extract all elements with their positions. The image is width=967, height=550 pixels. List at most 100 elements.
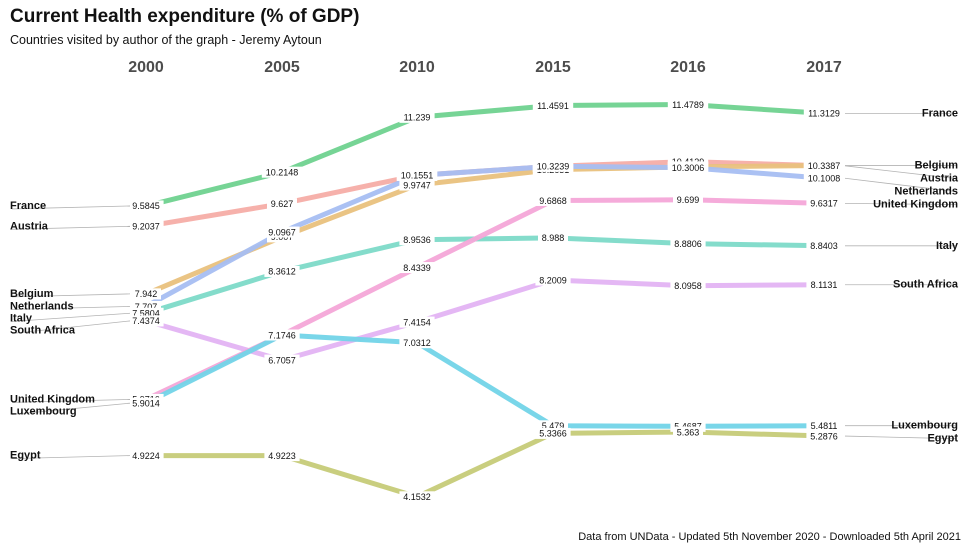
value-label-belgium-2010: 9.9747: [403, 180, 431, 190]
value-label-bg-egypt-2000: [128, 450, 164, 462]
value-label-france-2000: 9.5845: [132, 201, 160, 211]
value-label-bg-italy-2005: [264, 265, 300, 277]
value-label-egypt-2010: 4.1532: [403, 492, 431, 502]
country-label-left-egypt: Egypt: [10, 450, 41, 462]
value-label-egypt-2005: 4.9223: [268, 451, 296, 461]
country-label-right-netherlands: Netherlands: [894, 186, 958, 198]
value-label-bg-south-africa-2005: [264, 354, 300, 366]
country-label-left-netherlands: Netherlands: [10, 300, 74, 312]
value-label-bg-luxembourg-2015: [538, 420, 568, 432]
value-label-bg-italy-2015: [538, 232, 568, 244]
value-label-bg-egypt-2005: [264, 450, 300, 462]
leader-line-left-france: [11, 205, 131, 210]
value-label-egypt-2016: 5.363: [677, 427, 700, 437]
leader-line-left-south-africa: [11, 320, 131, 334]
country-label-left-austria: Austria: [10, 220, 49, 232]
value-label-bg-south-africa-2015: [535, 274, 571, 286]
value-label-bg-belgium-2017: [803, 160, 845, 172]
value-label-bg-france-2010: [399, 111, 435, 123]
value-label-france-2015: 11.4591: [537, 101, 569, 111]
country-label-right-egypt: Egypt: [927, 433, 958, 445]
chart-subtitle: Countries visited by author of the graph…: [10, 33, 322, 47]
value-label-netherlands-2017: 10.1008: [808, 174, 841, 184]
year-label-2017: 2017: [806, 59, 842, 76]
country-label-left-united-kingdom: United Kingdom: [10, 393, 95, 405]
value-label-egypt-2000: 4.9224: [132, 451, 160, 461]
value-label-egypt-2015: 5.3366: [539, 429, 567, 439]
value-label-bg-south-africa-2000: [128, 315, 164, 327]
value-label-bg-france-2016: [667, 98, 709, 110]
value-label-italy-2005: 8.3612: [268, 267, 296, 277]
value-label-bg-france-2005: [261, 166, 303, 178]
series-line-luxembourg: [144, 332, 825, 429]
value-label-luxembourg-2017: 5.4811: [811, 421, 838, 431]
year-label-2015: 2015: [535, 59, 571, 76]
value-label-austria-2005: 9.627: [271, 199, 294, 209]
value-label-bg-united-kingdom-2010: [399, 262, 435, 274]
value-label-south-africa-2015: 8.2009: [539, 275, 567, 285]
year-label-2016: 2016: [670, 59, 706, 76]
year-label-2005: 2005: [264, 59, 300, 76]
chart-caption: Data from UNData - Updated 5th November …: [578, 531, 961, 543]
series-line-netherlands: [144, 163, 825, 309]
country-label-left-france: France: [10, 200, 46, 212]
country-label-right-italy: Italy: [936, 240, 959, 252]
value-label-bg-netherlands-2010: [396, 169, 438, 181]
value-label-bg-egypt-2016: [673, 426, 703, 438]
value-label-netherlands-2015: 10.3239: [537, 162, 570, 172]
value-label-bg-luxembourg-2000: [128, 397, 164, 409]
series-line-south-africa: [145, 277, 825, 363]
leader-line-right-united-kingdom: [844, 203, 957, 205]
value-label-bg-south-africa-2017: [806, 279, 842, 291]
value-label-united-kingdom-2010: 8.4339: [403, 263, 431, 273]
value-label-bg-france-2000: [128, 200, 164, 212]
value-label-netherlands-2010: 10.1551: [401, 171, 434, 181]
value-label-bg-belgium-2000: [131, 288, 161, 300]
value-label-italy-2015: 8.988: [542, 233, 565, 243]
value-label-france-2017: 11.3129: [808, 109, 840, 119]
series-line-belgium: [145, 163, 825, 297]
value-label-bg-luxembourg-2017: [806, 420, 842, 432]
value-label-bg-france-2017: [803, 107, 845, 119]
value-label-luxembourg-2015: 5.479: [542, 421, 565, 431]
leader-line-left-italy: [11, 312, 131, 322]
value-label-bg-italy-2010: [399, 234, 435, 246]
series-line-france: [145, 102, 825, 209]
country-label-right-france: France: [922, 107, 958, 119]
value-label-united-kingdom-2015: 9.6868: [539, 196, 567, 206]
value-label-france-2005: 10.2148: [266, 167, 299, 177]
value-label-bg-united-kingdom-2016: [673, 194, 703, 206]
country-label-left-belgium: Belgium: [10, 288, 54, 300]
country-label-right-luxembourg: Luxembourg: [891, 420, 958, 432]
leader-line-left-belgium: [11, 293, 131, 298]
value-label-italy-2017: 8.8403: [810, 241, 838, 251]
leader-line-right-austria: [844, 165, 957, 179]
value-label-south-africa-2000: 7.4374: [132, 316, 160, 326]
value-label-egypt-2017: 5.2876: [810, 431, 838, 441]
country-label-left-south-africa: South Africa: [10, 324, 76, 336]
value-label-bg-united-kingdom-2017: [806, 197, 842, 209]
year-label-2010: 2010: [399, 59, 435, 76]
value-label-united-kingdom-2017: 9.6317: [810, 199, 838, 209]
value-label-south-africa-2005: 6.7057: [268, 355, 296, 365]
leader-line-right-egypt: [844, 435, 957, 440]
value-label-luxembourg-2005: 7.1746: [268, 330, 296, 340]
value-label-bg-egypt-2010: [399, 491, 435, 503]
value-label-netherlands-2000: 7.707: [135, 302, 158, 312]
series-line-italy: [145, 235, 825, 316]
value-label-france-2010: 11.239: [404, 113, 431, 123]
value-label-bg-luxembourg-2010: [399, 337, 435, 349]
series-line-egypt: [146, 429, 825, 500]
value-label-bg-italy-2017: [806, 240, 842, 252]
value-label-bg-south-africa-2016: [670, 280, 706, 292]
value-label-united-kingdom-2016: 9.699: [677, 195, 700, 205]
value-label-italy-2000: 7.5804: [132, 309, 160, 319]
value-label-bg-netherlands-2000: [131, 300, 161, 312]
value-label-netherlands-2016: 10.3006: [672, 163, 705, 173]
value-label-bg-austria-2005: [267, 198, 297, 210]
value-label-bg-france-2015: [532, 100, 574, 112]
value-label-bg-egypt-2015: [535, 427, 571, 439]
value-label-italy-2016: 8.8806: [674, 239, 702, 249]
value-label-bg-netherlands-2015: [532, 160, 574, 172]
